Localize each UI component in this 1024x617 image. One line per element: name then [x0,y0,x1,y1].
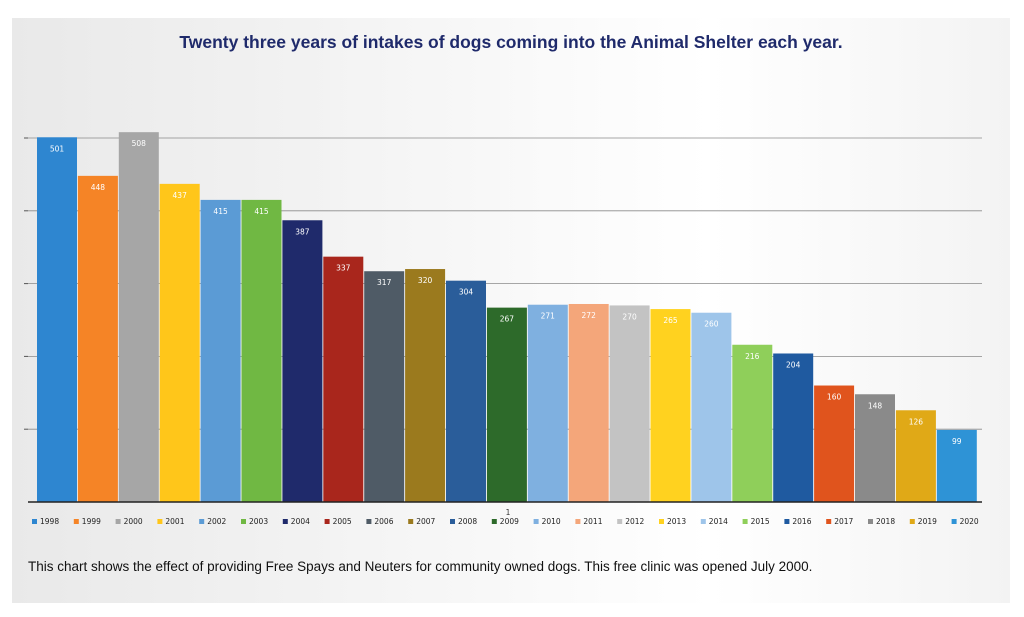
legend-label-2000: 2000 [124,517,143,526]
legend-label-2020: 2020 [960,517,979,526]
bar-value-label-2016: 204 [786,360,801,369]
bar-2010 [527,304,568,502]
page-number: 1 [506,508,511,517]
legend-swatch-2003 [241,519,246,524]
bar-2003 [241,199,282,502]
legend-swatch-2012 [617,519,623,524]
legend-label-2008: 2008 [458,517,477,526]
bar-2020 [936,429,977,502]
legend-swatch-2014 [700,519,706,524]
legend-label-2013: 2013 [667,517,686,526]
bar-value-label-2017: 160 [827,393,842,402]
chart-title: Twenty three years of intakes of dogs co… [179,32,843,52]
legend-swatch-2000 [115,519,121,524]
bar-2002 [200,199,241,502]
bar-value-label-1998: 501 [50,144,65,153]
legend-swatch-2008 [450,519,455,524]
bar-2009 [486,307,527,502]
legend-label-2005: 2005 [333,517,352,526]
bar-value-label-2000: 508 [132,139,147,148]
legend-label-2017: 2017 [834,517,853,526]
legend-label-2006: 2006 [374,517,393,526]
legend-swatch-2001 [157,519,163,524]
chart-frame: Twenty three years of intakes of dogs co… [12,18,1010,603]
legend-label-2009: 2009 [500,517,519,526]
legend-label-2014: 2014 [709,517,728,526]
legend-swatch-2018 [868,519,873,524]
legend-label-1998: 1998 [40,517,59,526]
legend-swatch-2016 [784,519,790,524]
legend-swatch-2006 [366,519,372,524]
legend-label-2012: 2012 [625,517,644,526]
legend-label-2002: 2002 [207,517,226,526]
legend-label-2010: 2010 [542,517,561,526]
legend-swatch-2019 [909,519,915,524]
legend-swatch-2020 [951,519,957,524]
legend-swatch-1998 [32,519,37,524]
bar-value-label-2013: 265 [663,316,678,325]
legend-swatch-2002 [199,519,205,524]
bar-value-label-2012: 270 [622,312,637,321]
legend-swatch-2017 [826,519,832,524]
bar-2006 [364,271,405,502]
bar-value-label-2011: 272 [582,311,597,320]
legend-label-2011: 2011 [583,517,602,526]
legend-swatch-2013 [659,519,664,524]
legend-label-2019: 2019 [918,517,937,526]
bar-value-label-2020: 99 [952,437,962,446]
legend-swatch-2015 [742,519,748,524]
bar-1998 [37,137,77,502]
bar-2016 [773,353,814,502]
bar-2008 [446,280,486,502]
bar-2007 [405,269,446,502]
bar-2015 [732,344,773,502]
bar-2005 [323,256,364,502]
bar-value-label-2006: 317 [377,278,392,287]
bar-2012 [609,305,650,502]
bar-2013 [650,309,691,502]
legend-label-2003: 2003 [249,517,268,526]
bar-value-label-2010: 271 [541,312,556,321]
legend-label-2018: 2018 [876,517,895,526]
bar-value-label-2014: 260 [704,320,719,329]
bar-2004 [282,220,323,502]
legend-label-2015: 2015 [751,517,770,526]
bar-value-label-2003: 415 [254,207,269,216]
legend-swatch-2010 [533,519,539,524]
bar-2019 [895,410,936,502]
bar-2014 [691,312,732,502]
bar-value-label-2005: 337 [336,264,351,273]
bar-value-label-2018: 148 [868,401,883,410]
bar-value-label-2009: 267 [500,315,515,324]
legend-swatch-2004 [282,519,288,524]
bar-value-label-2001: 437 [173,191,188,200]
legend-label-2001: 2001 [165,517,184,526]
legend-swatch-2005 [324,519,330,524]
bar-2017 [814,385,855,502]
bar-chart: 501 448 508 437 415 415 387 337 317 320 304 267 271 2… [24,132,982,526]
chart-caption: This chart shows the effect of providing… [28,559,813,574]
bar-value-label-2004: 387 [295,227,310,236]
bar-2000 [118,132,159,502]
legend-swatch-1999 [73,519,79,524]
legend-swatch-2007 [408,519,414,524]
bar-1999 [77,175,118,502]
legend-swatch-2009 [491,519,497,524]
legend-label-2004: 2004 [291,517,310,526]
bar-value-label-2019: 126 [909,417,924,426]
bar-2001 [159,183,200,502]
bar-2018 [855,394,895,502]
bar-2011 [568,303,609,502]
legend-label-2007: 2007 [416,517,435,526]
bar-value-label-2015: 216 [745,352,760,361]
bar-value-label-2008: 304 [459,288,474,297]
bar-value-label-2007: 320 [418,276,433,285]
legend-label-2016: 2016 [792,517,811,526]
legend-swatch-2011 [575,519,581,524]
bar-value-label-2002: 415 [213,207,228,216]
bar-value-label-1999: 448 [91,183,106,192]
legend-label-1999: 1999 [82,517,101,526]
